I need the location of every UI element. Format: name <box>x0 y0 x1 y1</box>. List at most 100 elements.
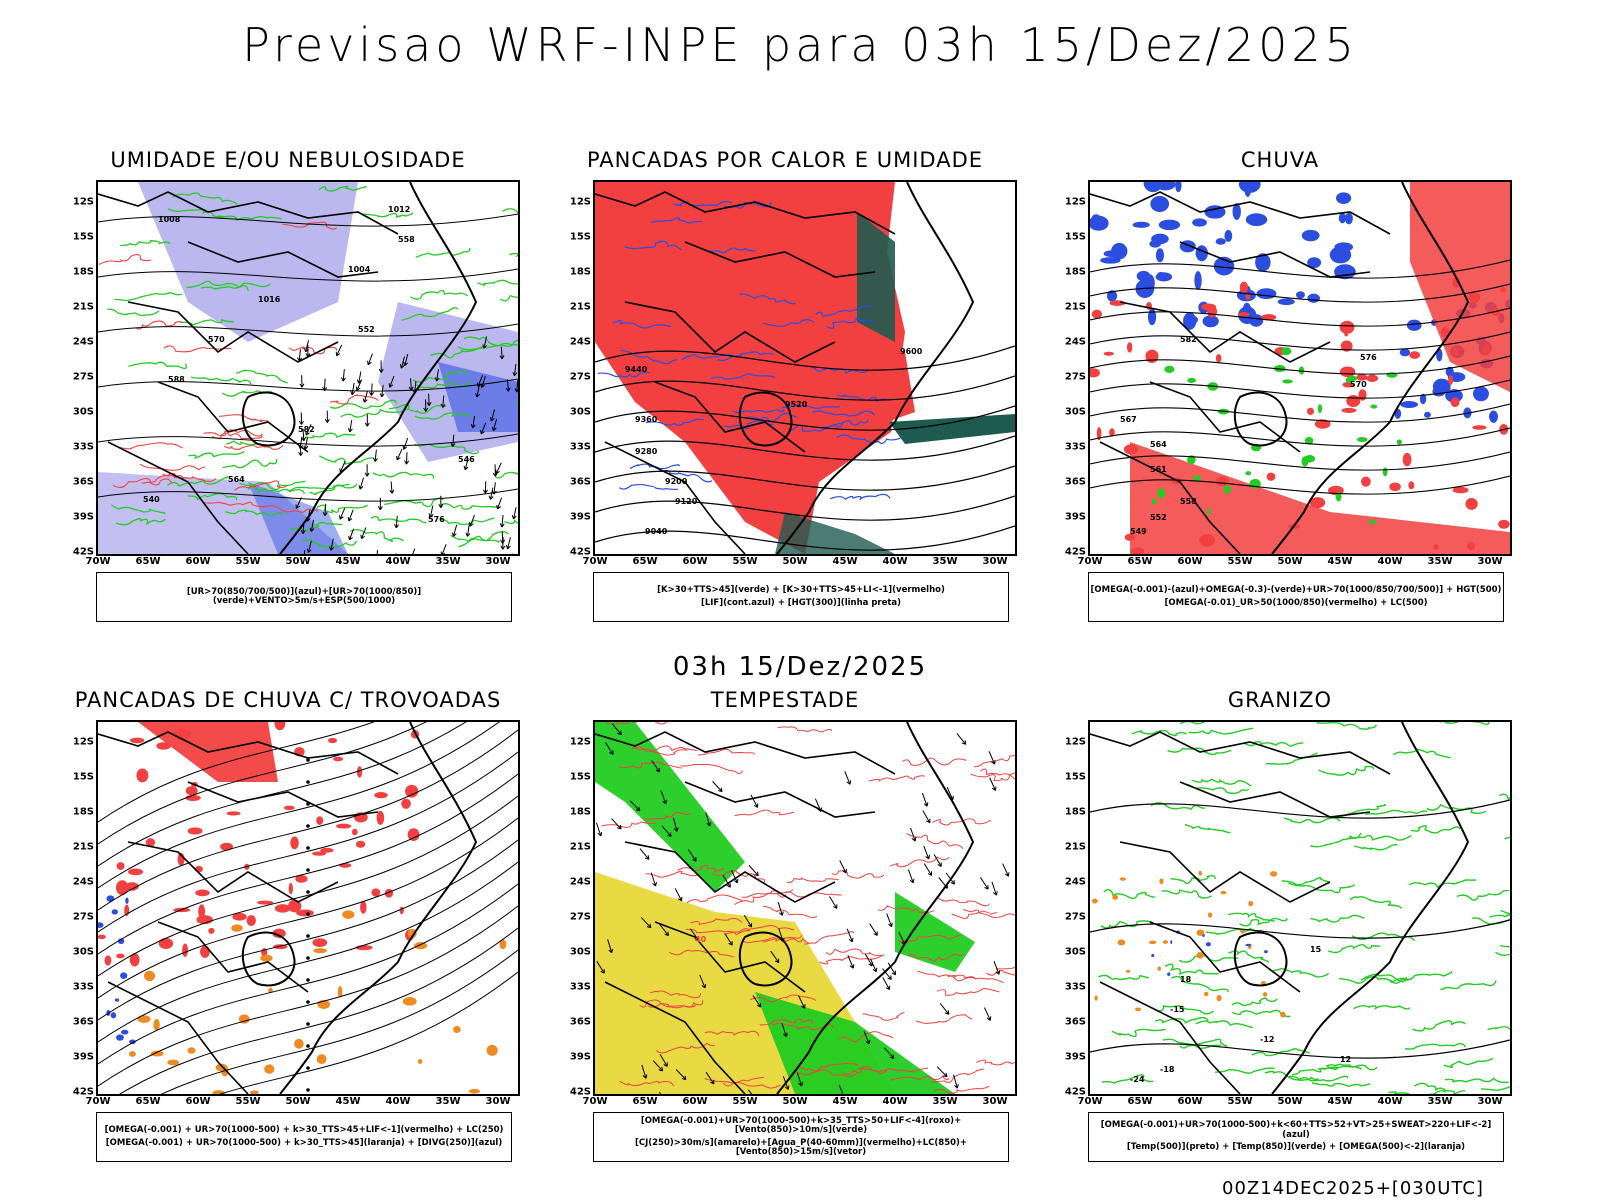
panel-legend: [K>30+TTS>45](verde) + [K>30+TTS>45+LI<-… <box>593 572 1009 622</box>
latitude-tick-label: 21S <box>72 841 94 853</box>
latitude-tick-label: 18S <box>72 266 94 278</box>
panel-title: UMIDADE E/OU NEBULOSIDADE <box>110 148 466 172</box>
longitude-axis: 70W 65W 60W 55W 50W 45W 40W 35W 30W <box>86 556 520 570</box>
map-panel-chuva: CHUVA 12S 15S 18S 21S 24S 27S 30S 33S 36S 39S 42S 58… <box>1030 148 1530 638</box>
contour-label: 567 <box>1120 415 1137 424</box>
map-canvas: -15 -12 -18 -24 12 15 18 <box>1090 722 1510 1094</box>
legend-line: [OMEGA(-0.01)_UR>50(1000/850)(vermelho) … <box>1164 597 1428 608</box>
latitude-tick-label: 24S <box>569 876 591 888</box>
legend-line: [OMEGA(-0.001)-(azul)+OMEGA(-0.3)-(verde… <box>1090 585 1502 596</box>
latitude-tick-label: 42S <box>569 1086 591 1098</box>
longitude-tick-label: 60W <box>682 556 708 567</box>
longitude-tick-label: 55W <box>1227 1096 1253 1107</box>
legend-line: [LIF](cont.azul) + [HGT(300)](linha pret… <box>700 597 902 608</box>
longitude-axis: 70W 65W 60W 55W 50W 45W 40W 35W 30W <box>1078 556 1512 570</box>
page-title: Previsao WRF-INPE para 03h 15/Dez/2025 <box>242 18 1358 72</box>
latitude-tick-label: 24S <box>1064 876 1086 888</box>
latitude-tick-label: 33S <box>1064 981 1086 993</box>
map-panel-trovoadas: PANCADAS DE CHUVA C/ TROVOADAS 12S 15S 18S 2… <box>38 688 538 1178</box>
longitude-tick-label: 30W <box>485 556 511 567</box>
longitude-tick-label: 50W <box>782 556 808 567</box>
longitude-tick-label: 50W <box>1277 556 1303 567</box>
latitude-tick-label: 24S <box>72 336 94 348</box>
longitude-tick-label: 50W <box>285 556 311 567</box>
forecast-map: 582 576 570 567 564 561 558 552 549 <box>1088 180 1512 556</box>
latitude-tick-label: 30S <box>569 946 591 958</box>
panel-legend: [OMEGA(-0.001)+UR>70(1000-500)+k>35_TTS>… <box>593 1112 1009 1162</box>
longitude-tick-label: 70W <box>85 1096 111 1107</box>
contour-label: 576 <box>428 515 445 524</box>
contour-label: 9360 <box>635 415 658 424</box>
contour-label: 546 <box>458 455 475 464</box>
longitude-tick-label: 50W <box>285 1096 311 1107</box>
longitude-tick-label: 55W <box>732 556 758 567</box>
latitude-tick-label: 42S <box>72 546 94 558</box>
latitude-tick-label: 36S <box>1064 476 1086 488</box>
contour-label: 564 <box>228 475 245 484</box>
run-time-footer: 00Z14DEC2025+[030UTC] <box>1222 1178 1484 1199</box>
forecast-map: 9600 9520 9440 9360 9280 9200 9120 9040 <box>593 180 1017 556</box>
contour-label: 9440 <box>625 365 648 374</box>
longitude-tick-label: 70W <box>1077 1096 1103 1107</box>
contour-label: -24 <box>1130 1075 1145 1084</box>
contour-label: 561 <box>1150 465 1167 474</box>
longitude-tick-label: 40W <box>385 1096 411 1107</box>
longitude-tick-label: 55W <box>235 556 261 567</box>
latitude-axis: 12S 15S 18S 21S 24S 27S 30S 33S 36S 39S 42S <box>557 720 591 1098</box>
longitude-tick-label: 45W <box>832 556 858 567</box>
contour-label: -18 <box>1160 1065 1175 1074</box>
latitude-tick-label: 18S <box>1064 266 1086 278</box>
legend-line: [OMEGA(-0.001) + UR>70(1000-500) + k>30_… <box>105 1137 503 1148</box>
contour-label: 9120 <box>675 497 698 506</box>
contour-label: 1016 <box>258 295 281 304</box>
longitude-tick-label: 35W <box>435 1096 461 1107</box>
latitude-tick-label: 27S <box>1064 911 1086 923</box>
contour-label: 552 <box>358 325 375 334</box>
latitude-tick-label: 36S <box>569 1016 591 1028</box>
longitude-tick-label: 60W <box>185 1096 211 1107</box>
legend-line: [CJ(250)>30m/s](amarelo)+[Agua_P(40-60mm… <box>634 1137 968 1157</box>
longitude-tick-label: 30W <box>1477 1096 1503 1107</box>
forecast-map: 40 <box>593 720 1017 1096</box>
latitude-tick-label: 42S <box>569 546 591 558</box>
panel-title: PANCADAS POR CALOR E UMIDADE <box>586 148 984 172</box>
longitude-tick-label: 60W <box>1177 1096 1203 1107</box>
longitude-tick-label: 45W <box>832 1096 858 1107</box>
longitude-tick-label: 40W <box>1377 556 1403 567</box>
longitude-axis: 70W 65W 60W 55W 50W 45W 40W 35W 30W <box>1078 1096 1512 1110</box>
forecast-map: -15 -12 -18 -24 12 15 18 <box>1088 720 1512 1096</box>
contour-label: 582 <box>1180 335 1197 344</box>
panel-legend: [OMEGA(-0.001) + UR>70(1000-500) + k>30_… <box>96 1112 512 1162</box>
longitude-tick-label: 65W <box>135 556 161 567</box>
longitude-tick-label: 45W <box>335 1096 361 1107</box>
map-canvas: 40 <box>595 722 1015 1094</box>
latitude-tick-label: 30S <box>72 946 94 958</box>
longitude-tick-label: 55W <box>1227 556 1253 567</box>
contour-label: 15 <box>1310 945 1322 954</box>
latitude-tick-label: 18S <box>569 806 591 818</box>
latitude-tick-label: 39S <box>72 511 94 523</box>
longitude-tick-label: 70W <box>582 556 608 567</box>
longitude-tick-label: 30W <box>982 1096 1008 1107</box>
longitude-tick-label: 70W <box>85 556 111 567</box>
latitude-tick-label: 39S <box>569 511 591 523</box>
latitude-tick-label: 27S <box>569 911 591 923</box>
latitude-tick-label: 39S <box>1064 1051 1086 1063</box>
latitude-tick-label: 42S <box>1064 1086 1086 1098</box>
latitude-tick-label: 30S <box>1064 406 1086 418</box>
latitude-tick-label: 33S <box>72 981 94 993</box>
latitude-axis: 12S 15S 18S 21S 24S 27S 30S 33S 36S 39S 42S <box>60 720 94 1098</box>
contour-label: 588 <box>168 375 185 384</box>
longitude-tick-label: 30W <box>1477 556 1503 567</box>
latitude-tick-label: 33S <box>569 441 591 453</box>
latitude-tick-label: 36S <box>1064 1016 1086 1028</box>
contour-label: 540 <box>143 495 160 504</box>
longitude-tick-label: 50W <box>1277 1096 1303 1107</box>
contour-label: 1004 <box>348 265 371 274</box>
longitude-tick-label: 35W <box>435 556 461 567</box>
longitude-axis: 70W 65W 60W 55W 50W 45W 40W 35W 30W <box>86 1096 520 1110</box>
legend-line: [OMEGA(-0.001)+UR>70(1000-500)+k<60+TTS>… <box>1100 1120 1492 1140</box>
panel-title: TEMPESTADE <box>710 688 860 712</box>
panel-legend: [OMEGA(-0.001)+UR>70(1000-500)+k<60+TTS>… <box>1088 1112 1504 1162</box>
